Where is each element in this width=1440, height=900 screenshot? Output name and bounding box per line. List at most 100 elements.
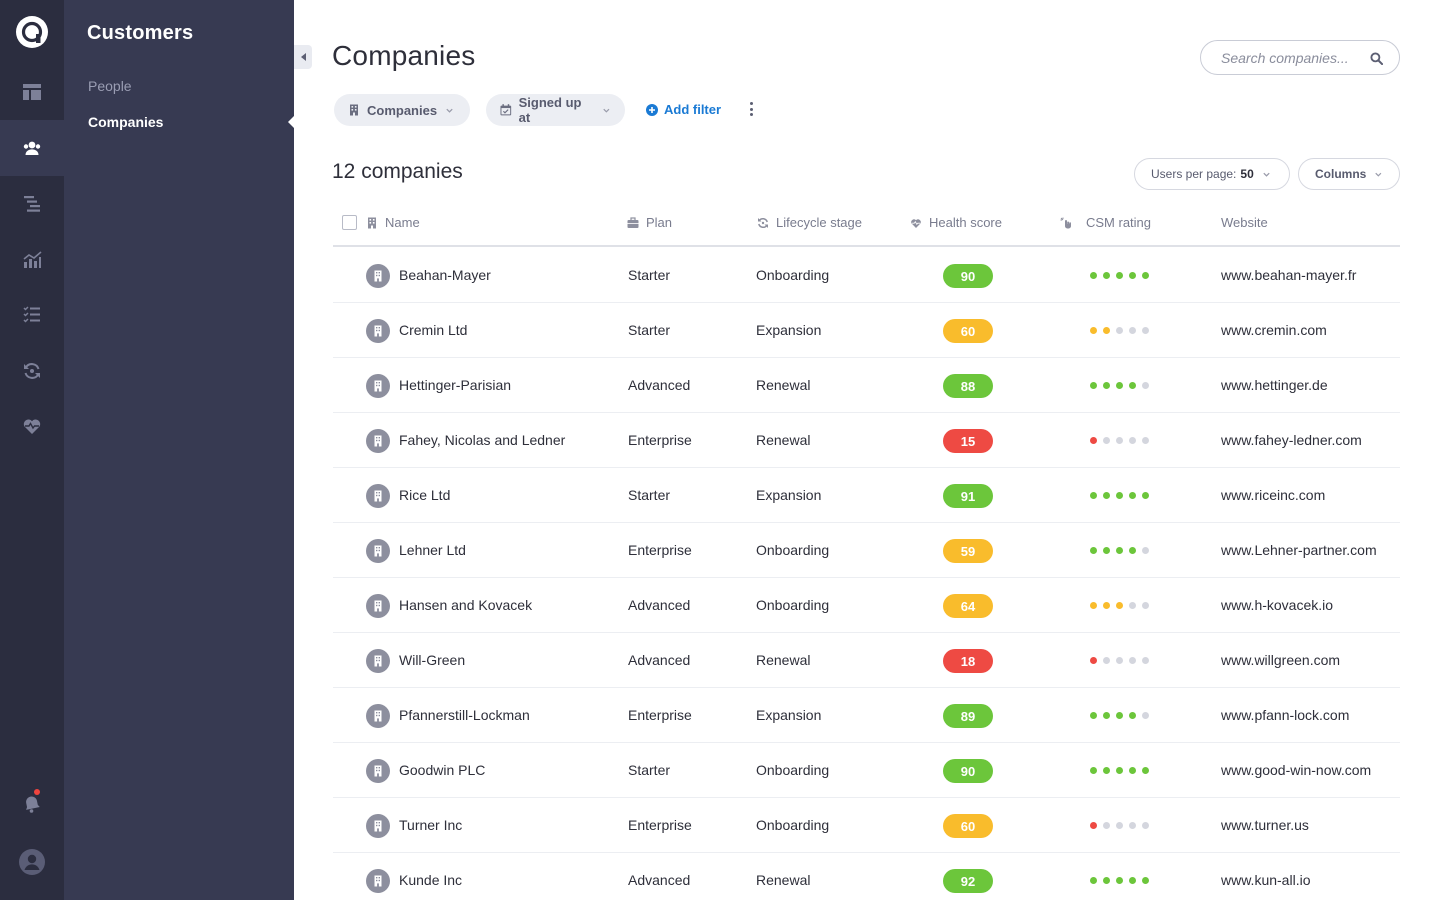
company-name[interactable]: Turner Inc <box>399 817 463 833</box>
company-website[interactable]: www.riceinc.com <box>1221 487 1326 503</box>
health-score-badge: 60 <box>943 319 993 343</box>
company-building-icon <box>366 869 390 893</box>
rail-segments[interactable] <box>0 176 64 232</box>
search-input[interactable] <box>1221 49 1371 67</box>
notification-dot <box>34 789 40 795</box>
table-row[interactable]: Hansen and Kovacek Advanced Onboarding 6… <box>333 578 1400 633</box>
csm-rating-dots <box>1090 822 1155 829</box>
rail-reports[interactable] <box>0 232 64 288</box>
collapse-sidebar-button[interactable] <box>294 45 312 69</box>
company-website[interactable]: www.turner.us <box>1221 817 1309 833</box>
rating-dot <box>1090 547 1097 554</box>
sidebar-item-people[interactable]: People <box>88 78 132 94</box>
company-website[interactable]: www.kun-all.io <box>1221 872 1311 888</box>
company-lifecycle-stage: Onboarding <box>756 597 830 613</box>
company-name[interactable]: Hansen and Kovacek <box>399 597 533 613</box>
company-name[interactable]: Will-Green <box>399 652 466 668</box>
rail-lifecycle[interactable] <box>0 343 64 399</box>
rating-dot <box>1142 822 1149 829</box>
rail-customers[interactable] <box>0 120 64 176</box>
company-name[interactable]: Goodwin PLC <box>399 762 486 778</box>
columns-button[interactable]: Columns <box>1298 158 1400 190</box>
rating-dot <box>1103 602 1110 609</box>
rail-notifications[interactable] <box>0 776 64 832</box>
company-lifecycle-stage: Expansion <box>756 487 822 503</box>
company-name[interactable]: Lehner Ltd <box>399 542 466 558</box>
rail-dashboard[interactable] <box>0 64 64 120</box>
company-website[interactable]: www.willgreen.com <box>1221 652 1341 668</box>
add-filter-button[interactable]: Add filter <box>646 102 721 117</box>
company-name[interactable]: Rice Ltd <box>399 487 451 503</box>
reports-icon <box>23 251 42 268</box>
rating-dot <box>1129 767 1136 774</box>
column-header-plan[interactable]: Plan <box>627 215 672 230</box>
company-plan: Starter <box>628 762 671 778</box>
company-website[interactable]: www.cremin.com <box>1221 322 1327 338</box>
per-page-value: 50 <box>1240 167 1254 181</box>
company-name[interactable]: Cremin Ltd <box>399 322 468 338</box>
company-plan: Enterprise <box>628 542 692 558</box>
company-building-icon <box>366 264 390 288</box>
company-website[interactable]: www.good-win-now.com <box>1221 762 1372 778</box>
table-row[interactable]: Cremin Ltd Starter Expansion 60 www.crem… <box>333 303 1400 358</box>
tasks-icon <box>23 306 40 323</box>
rating-dot <box>1090 382 1097 389</box>
rating-dot <box>1090 877 1097 884</box>
company-website[interactable]: www.beahan-mayer.fr <box>1221 267 1357 283</box>
companies-filter-pill[interactable]: Companies <box>334 94 470 126</box>
csm-rating-dots <box>1090 327 1155 334</box>
company-lifecycle-stage: Onboarding <box>756 762 830 778</box>
company-website[interactable]: www.pfann-lock.com <box>1221 707 1350 723</box>
rail-user[interactable] <box>0 834 64 890</box>
select-all-checkbox[interactable] <box>342 215 357 230</box>
rating-dot <box>1129 547 1136 554</box>
rail-tasks[interactable] <box>0 286 64 342</box>
health-score-badge: 18 <box>943 649 993 673</box>
per-page-selector[interactable]: Users per page: 50 <box>1134 158 1290 190</box>
column-header-health[interactable]: Health score <box>910 215 1002 230</box>
rating-dot <box>1090 712 1097 719</box>
table-row[interactable]: Goodwin PLC Starter Onboarding 90 www.go… <box>333 743 1400 798</box>
table-row[interactable]: Kunde Inc Advanced Renewal 92 www.kun-al… <box>333 853 1400 900</box>
rating-dot <box>1142 437 1149 444</box>
table-row[interactable]: Beahan-Mayer Starter Onboarding 90 www.b… <box>333 248 1400 303</box>
rating-dot <box>1116 327 1123 334</box>
rating-dot <box>1116 382 1123 389</box>
company-website[interactable]: www.h-kovacek.io <box>1221 597 1334 613</box>
company-name[interactable]: Beahan-Mayer <box>399 267 491 283</box>
active-item-caret-icon <box>288 116 294 128</box>
search-icon[interactable] <box>1370 52 1383 65</box>
company-lifecycle-stage: Expansion <box>756 707 822 723</box>
table-row[interactable]: Turner Inc Enterprise Onboarding 60 www.… <box>333 798 1400 853</box>
table-row[interactable]: Lehner Ltd Enterprise Onboarding 59 www.… <box>333 523 1400 578</box>
csm-rating-dots <box>1090 547 1155 554</box>
column-header-lifecycle[interactable]: Lifecycle stage <box>757 215 862 230</box>
table-row[interactable]: Fahey, Nicolas and Ledner Enterprise Ren… <box>333 413 1400 468</box>
table-row[interactable]: Rice Ltd Starter Expansion 91 www.ricein… <box>333 468 1400 523</box>
company-plan: Advanced <box>628 652 691 668</box>
column-header-csm[interactable]: CSM rating <box>1060 215 1151 230</box>
company-lifecycle-stage: Renewal <box>756 432 811 448</box>
column-header-name[interactable]: Name <box>366 215 420 230</box>
company-plan: Advanced <box>628 597 691 613</box>
more-options-button[interactable] <box>744 100 758 118</box>
company-name[interactable]: Pfannerstill-Lockman <box>399 707 530 723</box>
health-score-badge: 90 <box>943 264 993 288</box>
company-website[interactable]: www.fahey-ledner.com <box>1221 432 1362 448</box>
plus-circle-icon <box>646 103 658 116</box>
table-row[interactable]: Hettinger-Parisian Advanced Renewal 88 w… <box>333 358 1400 413</box>
per-page-label: Users per page: <box>1151 167 1237 181</box>
signed-up-filter-pill[interactable]: Signed up at <box>486 94 625 126</box>
app-logo-icon[interactable] <box>16 16 48 48</box>
company-website[interactable]: www.Lehner-partner.com <box>1221 542 1377 558</box>
company-name[interactable]: Kunde Inc <box>399 872 463 888</box>
user-avatar-icon <box>19 849 45 875</box>
rail-health[interactable] <box>0 398 64 454</box>
column-header-website[interactable]: Website <box>1221 215 1268 230</box>
table-row[interactable]: Pfannerstill-Lockman Enterprise Expansio… <box>333 688 1400 743</box>
sidebar-item-companies[interactable]: Companies <box>88 114 164 130</box>
company-website[interactable]: www.hettinger.de <box>1221 377 1328 393</box>
company-name[interactable]: Hettinger-Parisian <box>399 377 512 393</box>
company-name[interactable]: Fahey, Nicolas and Ledner <box>399 432 566 448</box>
table-row[interactable]: Will-Green Advanced Renewal 18 www.willg… <box>333 633 1400 688</box>
